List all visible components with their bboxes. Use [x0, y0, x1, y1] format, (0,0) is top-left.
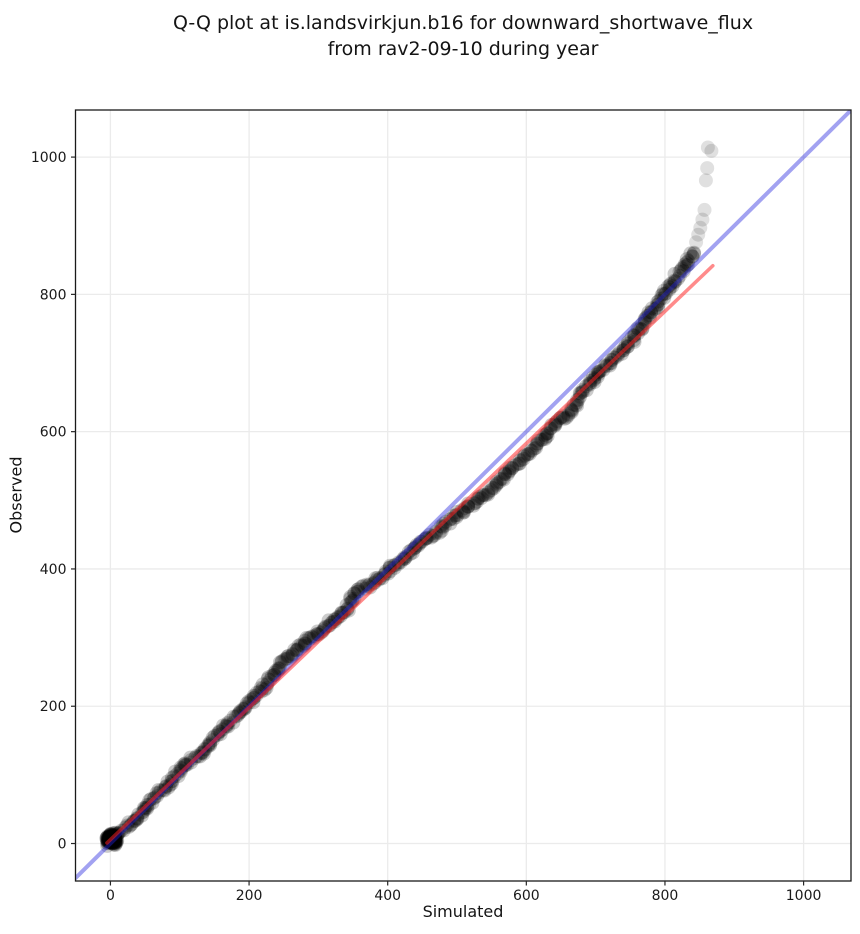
svg-text:1000: 1000 [786, 888, 822, 904]
x-axis-label: Simulated [422, 902, 504, 921]
svg-text:600: 600 [513, 888, 540, 904]
y-axis-label: Observed [6, 456, 26, 534]
chart-title-line1: Q-Q plot at is.landsvirkjun.b16 for down… [172, 12, 754, 34]
svg-text:0: 0 [58, 837, 67, 853]
svg-text:1000: 1000 [31, 150, 67, 166]
svg-text:400: 400 [40, 562, 67, 578]
svg-text:600: 600 [40, 425, 67, 441]
svg-text:200: 200 [236, 888, 263, 904]
svg-text:800: 800 [652, 888, 679, 904]
fit-line [105, 263, 715, 845]
svg-text:400: 400 [374, 888, 401, 904]
tick-marks [71, 156, 805, 886]
chart-title-line2: from rav2-09-10 during year [327, 38, 599, 60]
chart-title: Q-Q plot at is.landsvirkjun.b16 for down… [75, 10, 851, 62]
grid-lines [75, 110, 851, 881]
plot-spines [74, 109, 852, 882]
svg-text:200: 200 [40, 699, 67, 715]
svg-text:800: 800 [40, 287, 67, 303]
tick-labels: 0 200 400 600 800 1000 0 200 400 600 800 1000 [31, 150, 822, 904]
svg-text:0: 0 [106, 888, 115, 904]
